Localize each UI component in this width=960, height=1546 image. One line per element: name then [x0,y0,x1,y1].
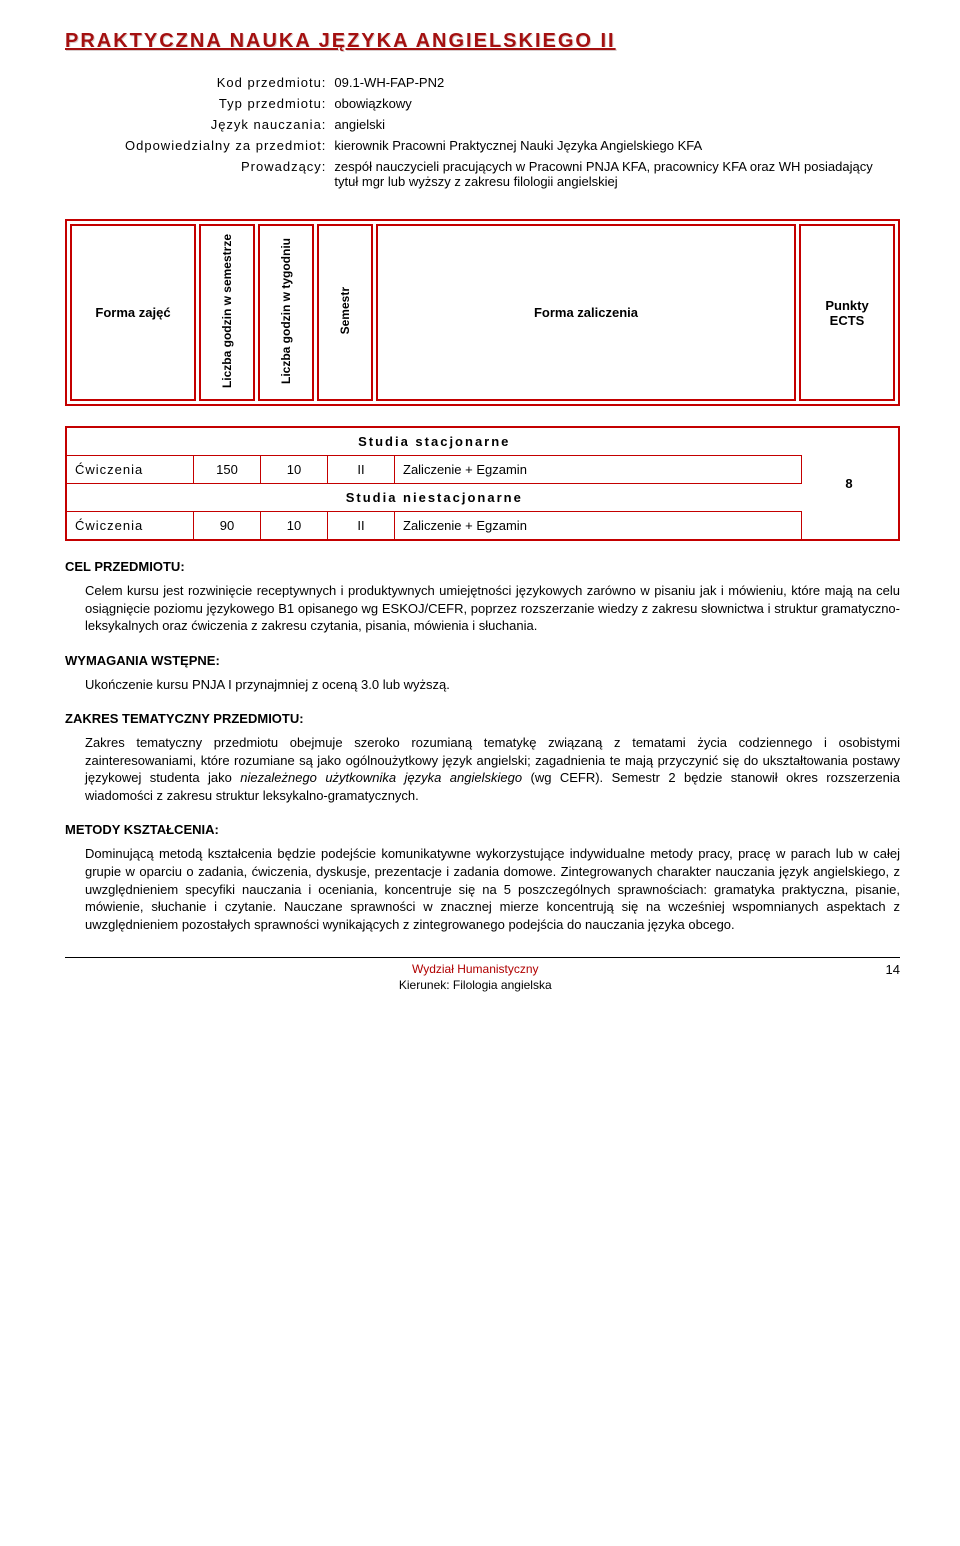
header-forma-zajec: Forma zajęć [95,305,170,320]
text-zak-italic: niezależnego użytkownika języka angielsk… [240,770,522,785]
data-table: Studia stacjonarne 8 Ćwiczenia 150 10 II… [65,426,900,541]
row2-label: Ćwiczenia [66,512,194,541]
page-title: PRAKTYCZNA NAUKA JĘZYKA ANGIELSKIEGO II [65,30,900,53]
value-kod: 09.1-WH-FAP-PN2 [334,75,900,96]
section-niestac: Studia niestacjonarne [66,484,802,512]
text-zak: Zakres tematyczny przedmiotu obejmuje sz… [85,734,900,804]
heading-met: METODY KSZTAŁCENIA: [65,822,900,837]
text-wym: Ukończenie kursu PNJA I przynajmniej z o… [85,676,900,694]
header-forma-zal: Forma zaliczenia [534,305,638,320]
heading-zak: ZAKRES TEMATYCZNY PRZEDMIOTU: [65,711,900,726]
text-cel: Celem kursu jest rozwinięcie receptywnyc… [85,582,900,635]
row2-h: 90 [194,512,261,541]
footer-line1: Wydział Humanistyczny [412,962,539,976]
heading-wym: WYMAGANIA WSTĘPNE: [65,653,900,668]
footer-page: 14 [886,962,900,977]
header-godz-sem: Liczba godzin w semestrze [220,234,234,388]
label-typ: Typ przedmiotu: [125,96,334,117]
header-table: Forma zajęć Liczba godzin w semestrze Li… [65,219,900,406]
row1-zal: Zaliczenie + Egzamin [395,456,802,484]
value-odp: kierownik Pracowni Praktycznej Nauki Jęz… [334,138,900,159]
label-jezyk: Język nauczania: [125,117,334,138]
footer-line2: Kierunek: Filologia angielska [399,978,552,992]
row2-w: 10 [261,512,328,541]
heading-cel: CEL PRZEDMIOTU: [65,559,900,574]
ects-value: 8 [802,427,900,540]
header-godz-tyg: Liczba godzin w tygodniu [279,238,293,384]
label-prow: Prowadzący: [125,159,334,195]
text-met: Dominującą metodą kształcenia będzie pod… [85,845,900,933]
row1-s: II [328,456,395,484]
label-kod: Kod przedmiotu: [125,75,334,96]
row1-label: Ćwiczenia [66,456,194,484]
value-prow: zespół nauczycieli pracujących w Pracown… [334,159,900,195]
info-block: Kod przedmiotu: 09.1-WH-FAP-PN2 Typ prze… [125,75,900,195]
row2-zal: Zaliczenie + Egzamin [395,512,802,541]
value-typ: obowiązkowy [334,96,900,117]
header-punkty: Punkty ECTS [825,298,868,328]
label-odp: Odpowiedzialny za przedmiot: [125,138,334,159]
section-stac: Studia stacjonarne [66,427,802,456]
row1-w: 10 [261,456,328,484]
value-jezyk: angielski [334,117,900,138]
footer: Wydział Humanistyczny Kierunek: Filologi… [65,957,900,993]
header-semestr: Semestr [338,287,352,334]
row2-s: II [328,512,395,541]
row1-h: 150 [194,456,261,484]
